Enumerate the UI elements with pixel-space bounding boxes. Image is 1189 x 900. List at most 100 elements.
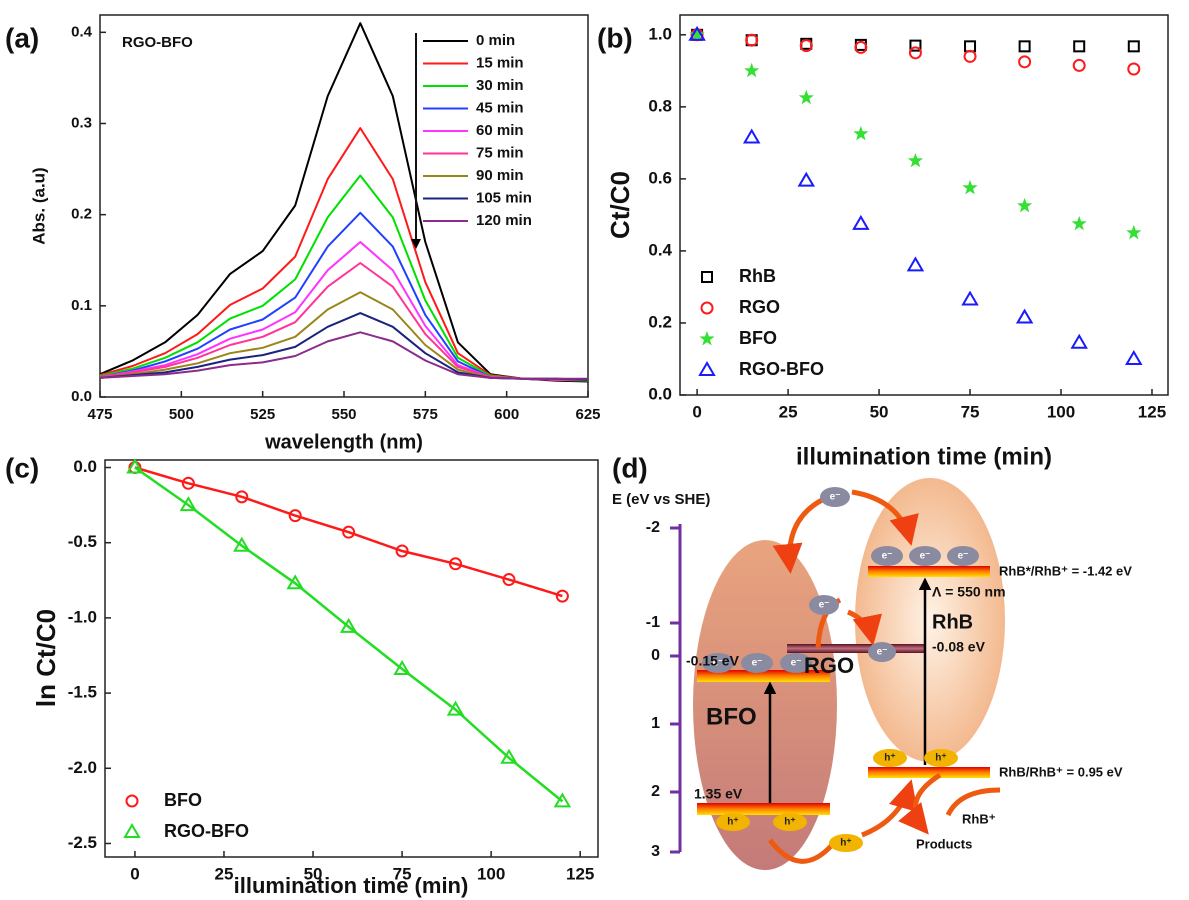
energy-tick-label: -2 <box>646 519 660 536</box>
electron-label: e⁻ <box>830 492 841 503</box>
marker-square <box>909 39 922 52</box>
marker-triangle <box>1015 308 1034 324</box>
x-tick-label: 575 <box>413 406 438 423</box>
plot-frame <box>679 14 1169 396</box>
hole-label: h⁺ <box>784 817 795 828</box>
annotation: RGO-BFO <box>122 34 193 51</box>
marker-triangle <box>233 536 251 552</box>
legend-label: 75 min <box>476 144 524 161</box>
legend-label: 120 min <box>476 212 532 229</box>
energy-tick-label: 3 <box>651 843 660 860</box>
marker-triangle <box>797 171 816 187</box>
hole-label: h⁺ <box>840 838 851 849</box>
y-axis-title: Abs. (a.u) <box>29 167 48 244</box>
spectrum-line <box>99 127 589 382</box>
energy-tick-label: -1 <box>646 614 660 631</box>
marker-star <box>744 62 760 78</box>
legend-label: 60 min <box>476 122 524 139</box>
electron-label: e⁻ <box>752 658 763 669</box>
x-tick-label: 50 <box>304 864 323 883</box>
legend-label: BFO <box>739 328 777 348</box>
legend-label: 15 min <box>476 54 524 71</box>
y-tick-label: 0.4 <box>648 240 672 259</box>
marker-circle <box>395 544 409 558</box>
marker-triangle <box>1070 333 1088 349</box>
spectrum-line <box>99 331 588 380</box>
rhb-homo <box>868 767 990 778</box>
x-tick-label: 625 <box>575 406 600 423</box>
marker-square <box>1073 40 1086 53</box>
y-tick-label: 0.0 <box>648 384 672 403</box>
axis-title: E (eV vs SHE) <box>612 491 710 508</box>
legend-marker <box>698 361 716 376</box>
marker-circle <box>449 557 463 571</box>
legend-label: 30 min <box>476 77 524 94</box>
marker-triangle <box>1125 349 1143 365</box>
panel-label: (d) <box>612 452 648 483</box>
rhb-label: RhB <box>932 611 973 633</box>
energy-tick-label: 1 <box>651 715 660 732</box>
x-tick-label: 550 <box>331 406 356 423</box>
legend-label: RGO <box>739 297 780 317</box>
y-axis-title: Ct/C0 <box>605 171 635 239</box>
x-tick-label: 25 <box>215 864 234 883</box>
marker-star <box>853 125 869 141</box>
fit-line <box>134 466 564 803</box>
legend-marker <box>700 301 714 315</box>
marker-circle <box>1072 58 1086 72</box>
marker-star <box>689 26 705 42</box>
x-tick-label: 100 <box>477 864 505 883</box>
marker-circle <box>181 476 195 490</box>
marker-triangle <box>179 496 198 512</box>
marker-circle <box>745 33 759 47</box>
x-tick-label: 500 <box>169 406 194 423</box>
marker-star <box>962 179 978 195</box>
legend-label: RGO-BFO <box>164 821 249 841</box>
y-tick-label: -2.5 <box>68 833 97 852</box>
y-tick-label: 0.2 <box>648 312 672 331</box>
x-tick-label: 75 <box>393 864 412 883</box>
y-tick-label: -2.0 <box>68 758 97 777</box>
marker-circle <box>235 490 249 504</box>
marker-square <box>1127 40 1140 53</box>
rhb-homo-label: RhB/RhB⁺ = 0.95 eV <box>999 764 1123 779</box>
rhb-lumo-label: RhB*/RhB⁺ = -1.42 eV <box>999 563 1132 578</box>
bfo-vb-label: 1.35 eV <box>694 786 743 802</box>
y-axis-title: ln Ct/C0 <box>31 609 61 707</box>
rhb-ellipse <box>855 478 1005 762</box>
bfo-cb-label: -0.15 eV <box>686 653 740 669</box>
rhb-plus-label: RhB⁺ <box>962 811 996 826</box>
y-tick-label: 0.0 <box>73 457 97 476</box>
legend-label: 105 min <box>476 189 532 206</box>
y-tick-label: 0.0 <box>71 388 92 405</box>
bfo-label: BFO <box>706 703 757 730</box>
x-axis-title: wavelength (nm) <box>264 431 423 453</box>
energy-tick-label: 2 <box>651 783 660 800</box>
legend-label: 90 min <box>476 167 524 184</box>
x-tick-label: 25 <box>779 402 798 421</box>
wavelength-label: Λ = 550 nm <box>932 584 1006 600</box>
marker-triangle <box>126 458 144 474</box>
legend-marker <box>699 331 715 346</box>
hole-label: h⁺ <box>884 753 895 764</box>
electron-label: e⁻ <box>791 658 802 669</box>
rgo-level-label: -0.08 eV <box>932 639 986 655</box>
transfer-arrows <box>768 489 1001 864</box>
marker-triangle <box>500 748 518 764</box>
marker-triangle <box>906 256 925 272</box>
fit-line <box>134 466 563 598</box>
marker-triangle <box>688 25 706 41</box>
y-tick-label: 0.8 <box>648 96 672 115</box>
electron-label: e⁻ <box>958 551 969 562</box>
marker-star <box>1126 224 1142 240</box>
marker-circle <box>1018 55 1032 69</box>
marker-triangle <box>742 128 761 144</box>
marker-star <box>798 89 814 105</box>
marker-circle <box>342 525 356 539</box>
electrons: e⁻ e⁻ e⁻ e⁻ e⁻ e⁻ e⁻ e⁻ e⁻ <box>702 487 979 673</box>
diagram: (d) E (eV vs SHE) -2 -1 0 1 2 3 e⁻ e⁻ e⁻… <box>612 452 1132 870</box>
marker-triangle <box>286 574 304 590</box>
marker-triangle <box>339 617 358 633</box>
legend-marker <box>123 823 141 838</box>
